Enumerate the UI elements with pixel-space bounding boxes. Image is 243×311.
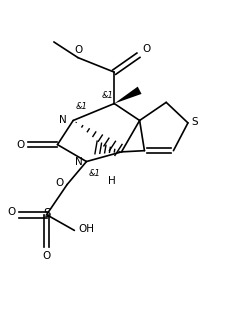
Text: O: O (55, 178, 63, 188)
Text: S: S (43, 207, 51, 220)
Text: O: O (142, 44, 150, 54)
Text: N: N (75, 156, 83, 166)
Text: H: H (108, 176, 116, 186)
Text: &1: &1 (101, 91, 113, 100)
Text: N: N (59, 115, 67, 125)
Text: S: S (191, 117, 198, 127)
Text: O: O (7, 207, 15, 217)
Text: &1: &1 (76, 102, 87, 111)
Polygon shape (114, 87, 141, 104)
Text: &1: &1 (89, 169, 101, 178)
Text: O: O (43, 251, 51, 261)
Text: OH: OH (78, 224, 94, 234)
Text: O: O (17, 140, 25, 150)
Text: O: O (74, 45, 82, 55)
